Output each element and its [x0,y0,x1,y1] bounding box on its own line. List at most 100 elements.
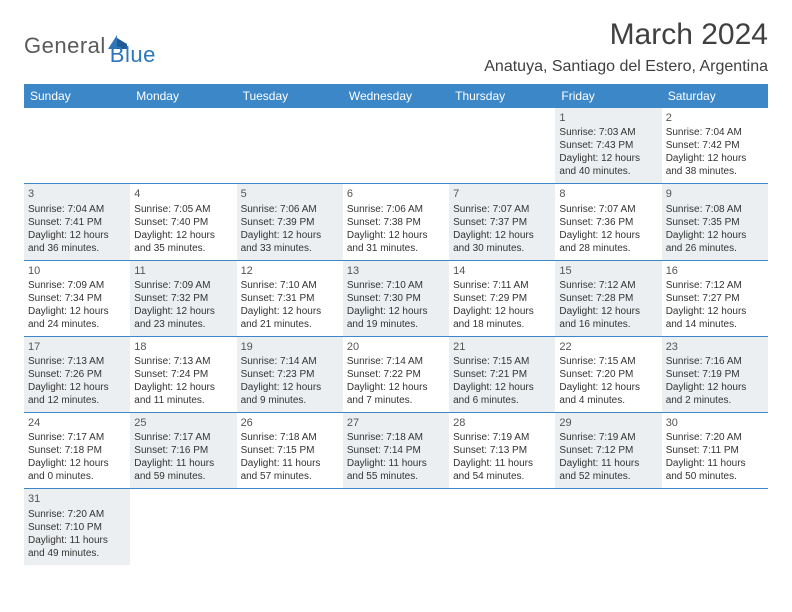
day-daylight1: Daylight: 12 hours [134,381,232,394]
day-cell: 17Sunrise: 7:13 AMSunset: 7:26 PMDayligh… [24,337,130,412]
day-number: 20 [347,340,445,354]
day-sunrise: Sunrise: 7:04 AM [666,126,764,139]
day-sunset: Sunset: 7:42 PM [666,139,764,152]
day-daylight1: Daylight: 11 hours [666,457,764,470]
day-daylight2: and 35 minutes. [134,242,232,255]
day-cell [24,108,130,183]
day-sunset: Sunset: 7:31 PM [241,292,339,305]
day-sunrise: Sunrise: 7:07 AM [453,203,551,216]
day-cell: 9 Sunrise: 7:08 AMSunset: 7:35 PMDaylight… [662,184,768,259]
day-cell: 13Sunrise: 7:10 AMSunset: 7:30 PMDayligh… [343,261,449,336]
day-cell: 3Sunrise: 7:04 AMSunset: 7:41 PMDaylight… [24,184,130,259]
day-sunset: Sunset: 7:19 PM [666,368,764,381]
day-sunset: Sunset: 7:36 PM [559,216,657,229]
weekday-header-cell: Saturday [662,84,768,108]
day-cell: 16Sunrise: 7:12 AMSunset: 7:27 PMDayligh… [662,261,768,336]
day-cell [449,108,555,183]
day-sunset: Sunset: 7:21 PM [453,368,551,381]
day-cell [237,489,343,564]
day-sunset: Sunset: 7:35 PM [666,216,764,229]
day-daylight2: and 40 minutes. [559,165,657,178]
day-sunset: Sunset: 7:16 PM [134,444,232,457]
day-daylight1: Daylight: 12 hours [666,305,764,318]
day-sunset: Sunset: 7:38 PM [347,216,445,229]
day-daylight2: and 18 minutes. [453,318,551,331]
week-row: 1Sunrise: 7:03 AMSunset: 7:43 PMDaylight… [24,108,768,184]
week-row: 31Sunrise: 7:20 AMSunset: 7:10 PMDayligh… [24,489,768,564]
day-cell: 10Sunrise: 7:09 AMSunset: 7:34 PMDayligh… [24,261,130,336]
week-row: 3Sunrise: 7:04 AMSunset: 7:41 PMDaylight… [24,184,768,260]
day-daylight2: and 59 minutes. [134,470,232,483]
day-sunset: Sunset: 7:41 PM [28,216,126,229]
day-daylight2: and 21 minutes. [241,318,339,331]
day-sunrise: Sunrise: 7:13 AM [28,355,126,368]
day-daylight2: and 9 minutes. [241,394,339,407]
day-daylight2: and 36 minutes. [28,242,126,255]
day-sunset: Sunset: 7:26 PM [28,368,126,381]
day-daylight2: and 14 minutes. [666,318,764,331]
day-number: 9 [666,187,764,201]
day-cell: 14Sunrise: 7:11 AMSunset: 7:29 PMDayligh… [449,261,555,336]
day-daylight1: Daylight: 11 hours [453,457,551,470]
day-sunset: Sunset: 7:14 PM [347,444,445,457]
day-daylight1: Daylight: 12 hours [453,229,551,242]
day-number: 25 [134,416,232,430]
day-sunrise: Sunrise: 7:09 AM [28,279,126,292]
weekday-header-cell: Sunday [24,84,130,108]
day-daylight2: and 7 minutes. [347,394,445,407]
day-sunset: Sunset: 7:18 PM [28,444,126,457]
logo: General Blue [24,24,156,68]
day-daylight2: and 24 minutes. [28,318,126,331]
day-sunset: Sunset: 7:27 PM [666,292,764,305]
day-number: 5 [241,187,339,201]
day-sunset: Sunset: 7:30 PM [347,292,445,305]
day-cell: 26Sunrise: 7:18 AMSunset: 7:15 PMDayligh… [237,413,343,488]
day-sunrise: Sunrise: 7:15 AM [453,355,551,368]
day-daylight1: Daylight: 12 hours [347,305,445,318]
day-sunrise: Sunrise: 7:07 AM [559,203,657,216]
day-number: 17 [28,340,126,354]
day-cell [237,108,343,183]
day-sunset: Sunset: 7:28 PM [559,292,657,305]
day-cell [555,489,661,564]
day-daylight1: Daylight: 12 hours [666,229,764,242]
day-sunset: Sunset: 7:10 PM [28,521,126,534]
day-sunset: Sunset: 7:24 PM [134,368,232,381]
day-sunrise: Sunrise: 7:18 AM [241,431,339,444]
location-text: Anatuya, Santiago del Estero, Argentina [484,58,768,76]
day-daylight1: Daylight: 12 hours [28,305,126,318]
day-number: 16 [666,264,764,278]
day-cell [343,108,449,183]
day-cell: 21Sunrise: 7:15 AMSunset: 7:21 PMDayligh… [449,337,555,412]
month-title: March 2024 [484,18,768,52]
day-daylight1: Daylight: 12 hours [28,457,126,470]
day-cell: 22Sunrise: 7:15 AMSunset: 7:20 PMDayligh… [555,337,661,412]
day-sunrise: Sunrise: 7:11 AM [453,279,551,292]
day-sunrise: Sunrise: 7:19 AM [453,431,551,444]
day-sunset: Sunset: 7:43 PM [559,139,657,152]
weekday-header-cell: Tuesday [237,84,343,108]
day-daylight1: Daylight: 12 hours [347,229,445,242]
day-daylight2: and 16 minutes. [559,318,657,331]
day-number: 6 [347,187,445,201]
day-sunrise: Sunrise: 7:08 AM [666,203,764,216]
day-sunset: Sunset: 7:34 PM [28,292,126,305]
day-sunset: Sunset: 7:40 PM [134,216,232,229]
day-sunset: Sunset: 7:11 PM [666,444,764,457]
day-sunset: Sunset: 7:23 PM [241,368,339,381]
day-sunrise: Sunrise: 7:20 AM [28,508,126,521]
day-sunrise: Sunrise: 7:05 AM [134,203,232,216]
day-number: 27 [347,416,445,430]
day-cell: 1Sunrise: 7:03 AMSunset: 7:43 PMDaylight… [555,108,661,183]
day-cell [343,489,449,564]
day-daylight1: Daylight: 12 hours [559,152,657,165]
day-sunset: Sunset: 7:29 PM [453,292,551,305]
day-cell: 6Sunrise: 7:06 AMSunset: 7:38 PMDaylight… [343,184,449,259]
day-number: 13 [347,264,445,278]
day-daylight1: Daylight: 12 hours [559,229,657,242]
day-number: 21 [453,340,551,354]
day-cell: 15Sunrise: 7:12 AMSunset: 7:28 PMDayligh… [555,261,661,336]
day-number: 2 [666,111,764,125]
day-cell: 23Sunrise: 7:16 AMSunset: 7:19 PMDayligh… [662,337,768,412]
day-cell [130,108,236,183]
